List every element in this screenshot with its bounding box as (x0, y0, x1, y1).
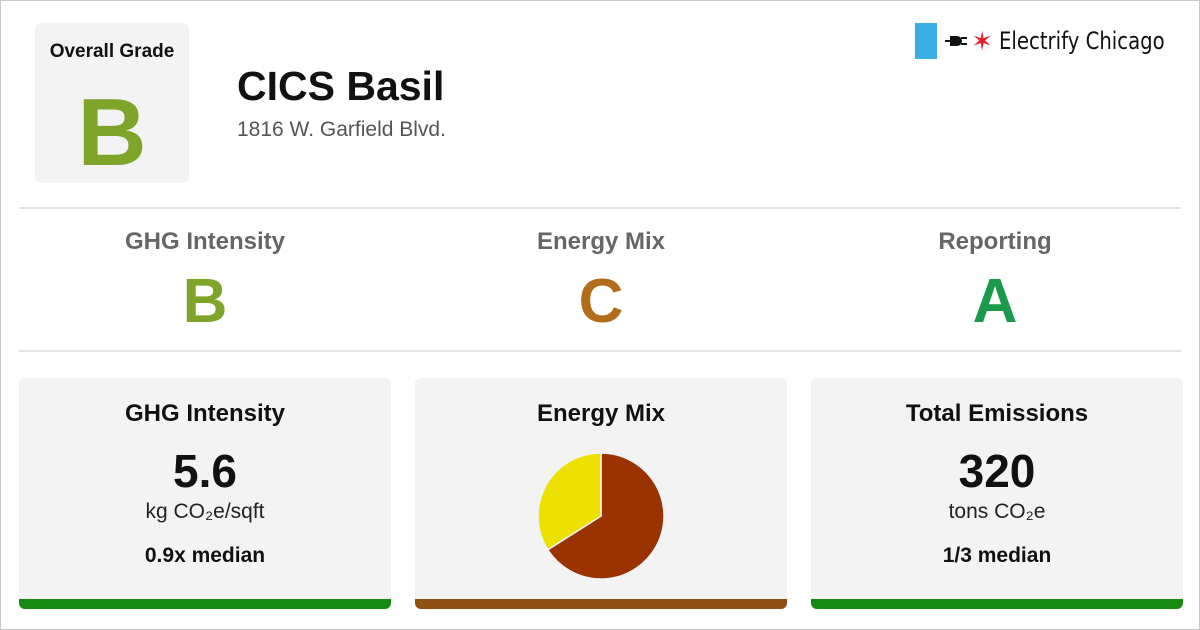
subgrade-energy-mix: Energy Mix C (403, 227, 799, 335)
overall-grade-box: Overall Grade B (35, 23, 189, 183)
red-star-icon: ✶ (971, 26, 993, 56)
subgrade-label: GHG Intensity (124, 228, 286, 255)
chicago-flag-stripe-icon (915, 23, 938, 59)
brand-logo[interactable]: ✶ Electrify Chicago (915, 23, 1177, 59)
energy-mix-pie-chart (537, 452, 665, 580)
subgrade-ghg-intensity: GHG Intensity B (7, 227, 403, 335)
total-emissions-value: 320 (958, 445, 1036, 497)
overall-grade-letter: B (77, 79, 147, 186)
building-address: 1816 W. Garfield Blvd. (237, 118, 446, 141)
pie-slice-0 (546, 452, 665, 580)
ghg-intensity-median: 0.9x median (144, 544, 266, 567)
pie-slice-1 (537, 452, 602, 551)
subgrade-label: Energy Mix (536, 228, 666, 255)
brand-name: Electrify Chicago (999, 27, 1165, 55)
plug-icon (945, 36, 968, 46)
subgrade-letter: A (972, 267, 1018, 336)
card-title: Energy Mix (536, 400, 666, 427)
ghg-intensity-value: 5.6 (173, 445, 237, 497)
divider-top (19, 207, 1181, 209)
energy-mix-card: Energy Mix (415, 378, 787, 609)
total-emissions-unit: tons CO₂e (948, 500, 1046, 523)
card-accent-bar (811, 599, 1183, 609)
card-title: Total Emissions (905, 400, 1089, 427)
ghg-intensity-unit: kg CO₂e/sqft (145, 500, 265, 523)
card-accent-bar (19, 599, 391, 609)
total-emissions-median: 1/3 median (942, 544, 1052, 567)
card-title: GHG Intensity (124, 400, 286, 427)
overall-grade-label: Overall Grade (49, 41, 175, 62)
total-emissions-card: Total Emissions 320 tons CO₂e 1/3 median (811, 378, 1183, 609)
subgrade-letter: C (578, 267, 624, 336)
subgrade-reporting: Reporting A (797, 227, 1193, 335)
ghg-intensity-card: GHG Intensity 5.6 kg CO₂e/sqft 0.9x medi… (19, 378, 391, 609)
building-name: CICS Basil (237, 63, 445, 109)
subgrade-letter: B (182, 267, 228, 336)
subgrade-label: Reporting (938, 228, 1052, 255)
card-accent-bar (415, 599, 787, 609)
divider-bottom (19, 350, 1181, 352)
